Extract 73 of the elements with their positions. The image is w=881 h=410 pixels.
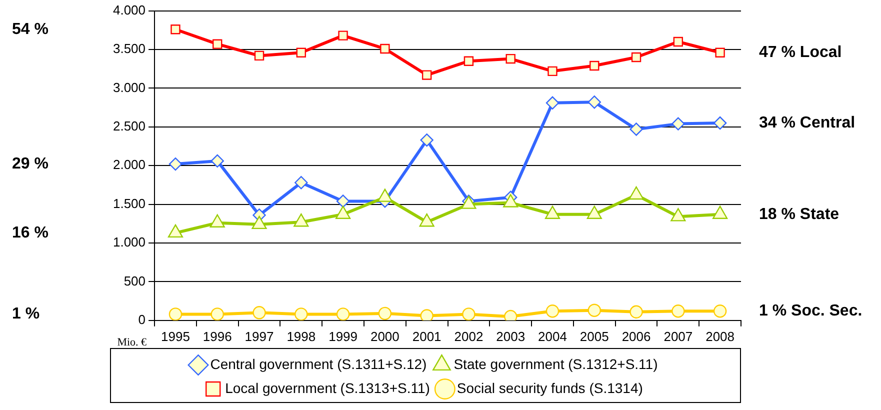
point: [630, 305, 643, 318]
y-tick-label: 1.000: [112, 234, 146, 250]
point: [212, 39, 222, 49]
text: 18 % State: [759, 206, 840, 223]
x-tick-label: 1999: [328, 328, 358, 344]
point: [673, 36, 684, 47]
x-tick-label: 2007: [664, 328, 693, 344]
y-tick-label: 2.500: [112, 118, 146, 134]
y-axis-title: Mio. €: [117, 336, 148, 348]
text: 47 % Local: [759, 44, 842, 61]
point: [672, 117, 685, 130]
x-tick-label: 1997: [244, 328, 274, 344]
point: [590, 60, 600, 71]
point: [713, 304, 727, 318]
y-tick-label: 3.500: [112, 41, 146, 56]
point: [713, 116, 727, 130]
text: 1 % Soc. Sec.: [759, 302, 862, 320]
point: [588, 96, 601, 109]
point: [336, 308, 350, 320]
y-tick-label: 1.500: [112, 196, 146, 211]
x-tick-label: 2000: [370, 328, 400, 344]
y-tick-label: 3.000: [112, 80, 146, 95]
x-tick-label: 2006: [622, 328, 651, 344]
point: [294, 308, 308, 320]
point: [715, 48, 725, 58]
point: [462, 308, 476, 320]
point: [210, 154, 224, 168]
point: [378, 306, 392, 320]
point: [420, 309, 434, 320]
y-tick-label: 500: [124, 273, 146, 288]
text: 34 % Central: [759, 114, 856, 132]
x-tick-label: 1996: [202, 328, 232, 344]
x-tick-label: 1998: [286, 328, 316, 344]
point: [168, 308, 182, 320]
point: [380, 44, 390, 54]
point: [336, 194, 350, 208]
legend-label: Central government (S.1311+S.12): [210, 356, 427, 372]
point: [672, 304, 685, 318]
point: [296, 48, 306, 58]
legend-label: State government (S.1312+S.11): [454, 356, 658, 372]
point: [631, 52, 642, 62]
text: 54 %: [12, 20, 48, 38]
point: [168, 157, 182, 171]
point: [588, 304, 601, 317]
point: [630, 122, 643, 136]
text: 1 %: [12, 306, 40, 323]
point: [548, 66, 558, 76]
y-tick-label: 0: [138, 312, 146, 327]
legend-label: Local government (S.1313+S.11): [225, 380, 430, 396]
point: [294, 176, 308, 190]
point: [254, 50, 264, 61]
x-tick-label: 2004: [538, 328, 567, 344]
point: [170, 24, 180, 34]
point: [506, 54, 516, 64]
x-tick-label: 2008: [706, 328, 735, 344]
x-tick-label: 2002: [454, 328, 484, 344]
x-tick-label: 2001: [412, 328, 442, 344]
point: [338, 30, 348, 40]
y-tick-label: 4.000: [112, 2, 146, 18]
legend-label: Social security funds (S.1314): [456, 380, 643, 396]
point: [422, 70, 432, 80]
x-tick-label: 1995: [161, 328, 190, 344]
point: [546, 96, 560, 110]
point: [464, 56, 474, 66]
x-tick-label: 2005: [580, 328, 609, 344]
text: 29 %: [12, 155, 48, 172]
point: [546, 304, 560, 318]
x-tick-label: 2003: [496, 328, 526, 344]
point: [420, 133, 434, 147]
text: 16 %: [12, 224, 48, 242]
point: [210, 308, 224, 320]
y-tick-label: 2.000: [112, 157, 146, 172]
point: [252, 306, 266, 320]
